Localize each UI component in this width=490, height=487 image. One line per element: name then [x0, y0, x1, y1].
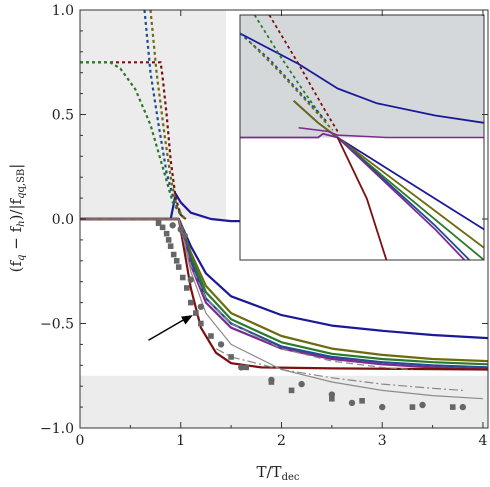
- y-tick-label-4: 1.0: [52, 3, 74, 19]
- circle-point-10: [348, 399, 356, 407]
- inset-shaded-region: [240, 15, 484, 138]
- annotation-arrow: [148, 315, 193, 341]
- shaded-region-0: [80, 10, 227, 219]
- circle-point-9: [328, 391, 336, 398]
- y-tick-label-2: 0.0: [52, 212, 74, 228]
- circle-point-1: [169, 222, 176, 229]
- inset-lines: [240, 15, 484, 260]
- square-point-0: [155, 220, 162, 226]
- x-tick-label-1: 1: [176, 433, 185, 449]
- square-point-5: [170, 251, 177, 258]
- shaded-region-1: [80, 375, 488, 428]
- square-point-19: [359, 398, 365, 404]
- inset-line-11: [249, 41, 334, 131]
- y-tick-label-1: −0.5: [40, 317, 74, 333]
- series-lines: [80, 10, 488, 400]
- arrow-head: [181, 315, 193, 325]
- circle-point-5: [217, 341, 225, 348]
- dashed-series-0: [80, 218, 413, 371]
- circle-point-4: [197, 303, 205, 310]
- square-point-3: [165, 237, 172, 243]
- square-point-6: [173, 258, 180, 264]
- inset-line-7: [336, 137, 388, 260]
- circle-point-7: [268, 376, 275, 384]
- x-axis-label: T/Tdec: [257, 463, 300, 483]
- dotted-series-3: [149, 10, 187, 220]
- inset-line-0: [240, 32, 484, 124]
- inset-line-3: [337, 136, 484, 260]
- square-point-18: [329, 395, 335, 402]
- arrow-shaft: [148, 318, 186, 341]
- x-tick-label-0: 0: [76, 433, 85, 449]
- data-points: [155, 220, 467, 411]
- circle-point-11: [379, 403, 386, 411]
- shaded-regions: [80, 10, 488, 428]
- circle-point-6: [237, 364, 245, 371]
- circle-point-12: [419, 401, 426, 409]
- inset-line-8: [268, 15, 339, 132]
- x-tick-label-3: 3: [378, 433, 387, 449]
- square-point-11: [193, 310, 199, 316]
- square-point-8: [179, 274, 186, 281]
- y-tick-label-0: −1.0: [40, 421, 74, 437]
- circle-point-0: [177, 226, 184, 233]
- inset-line-6: [298, 126, 484, 139]
- axes: 0 1 2 3 4 −1.0 −0.5 0.0 0.5 1.0: [40, 3, 489, 449]
- y-tick-label-3: 0.5: [52, 108, 74, 124]
- square-point-4: [167, 243, 174, 249]
- dotted-series-2: [143, 10, 187, 220]
- square-point-9: [183, 285, 190, 291]
- x-tick-label-4: 4: [479, 433, 488, 449]
- x-tick-label-2: 2: [277, 433, 286, 449]
- circle-point-13: [459, 403, 467, 411]
- square-point-14: [228, 354, 234, 360]
- square-point-20: [409, 404, 416, 410]
- circle-point-3: [187, 276, 195, 283]
- inset-plot: [239, 14, 485, 261]
- square-point-12: [198, 320, 204, 327]
- circle-point-8: [298, 380, 305, 388]
- square-point-2: [163, 230, 170, 237]
- square-point-10: [188, 299, 194, 306]
- inset-line-2: [293, 100, 484, 249]
- square-point-7: [175, 264, 182, 270]
- square-point-15: [243, 364, 250, 371]
- inset-line-9: [253, 15, 329, 126]
- square-point-17: [288, 387, 295, 394]
- square-point-1: [159, 224, 166, 231]
- circle-point-2: [181, 232, 188, 239]
- square-point-21: [449, 404, 456, 410]
- inset-frame: [239, 14, 485, 261]
- y-axis-label: (fq − fh)/|fqq,SB|: [7, 164, 27, 273]
- inset-line-5: [240, 132, 466, 260]
- dotted-series-0: [80, 61, 187, 220]
- square-point-13: [208, 333, 214, 339]
